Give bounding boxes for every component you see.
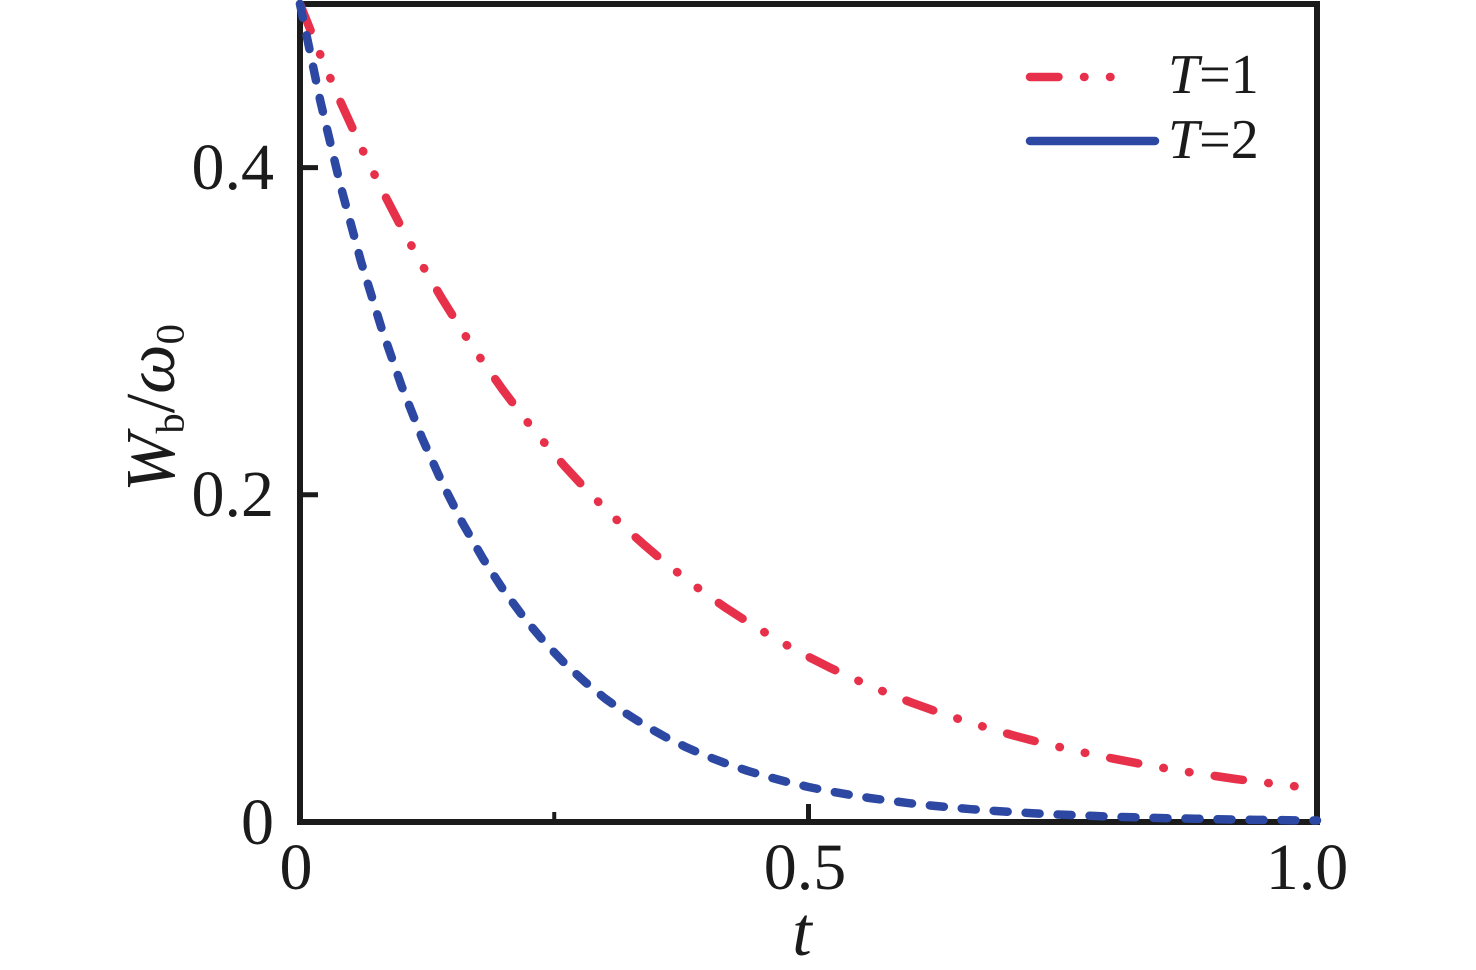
legend-label-T1-value: =1 — [1199, 44, 1259, 106]
y-tick-label-0.4: 0.4 — [191, 131, 275, 204]
legend-label-T1: T=1 — [1168, 47, 1259, 103]
x-axis-label: t — [792, 894, 812, 970]
legend-label-T1-var: T — [1168, 44, 1200, 106]
y-tick-label-0.2: 0.2 — [191, 458, 275, 531]
series-T1-curve — [295, 0, 1322, 793]
y-label-divider: / — [113, 393, 190, 414]
x-tick-label-0: 0 — [279, 831, 313, 904]
x-tick-label-0.5: 0.5 — [763, 831, 847, 904]
y-tick-label-0: 0 — [241, 786, 274, 859]
y-label-subscript: b — [147, 413, 193, 434]
legend-label-T2-var: T — [1168, 109, 1200, 171]
y-label-omega-subscript: 0 — [147, 324, 193, 345]
x-tick-label-1.0: 1.0 — [1265, 831, 1349, 904]
series-T2-curve — [295, 0, 1322, 825]
y-label-omega: ω — [113, 344, 190, 394]
y-label-symbol: W — [113, 433, 190, 492]
legend-label-T2-value: =2 — [1199, 109, 1259, 171]
legend-label-T2: T=2 — [1168, 112, 1259, 168]
axis-ticks — [297, 165, 1320, 825]
y-axis-label: Wb/ω0 — [112, 238, 193, 578]
plot-frame — [297, 1, 1320, 825]
